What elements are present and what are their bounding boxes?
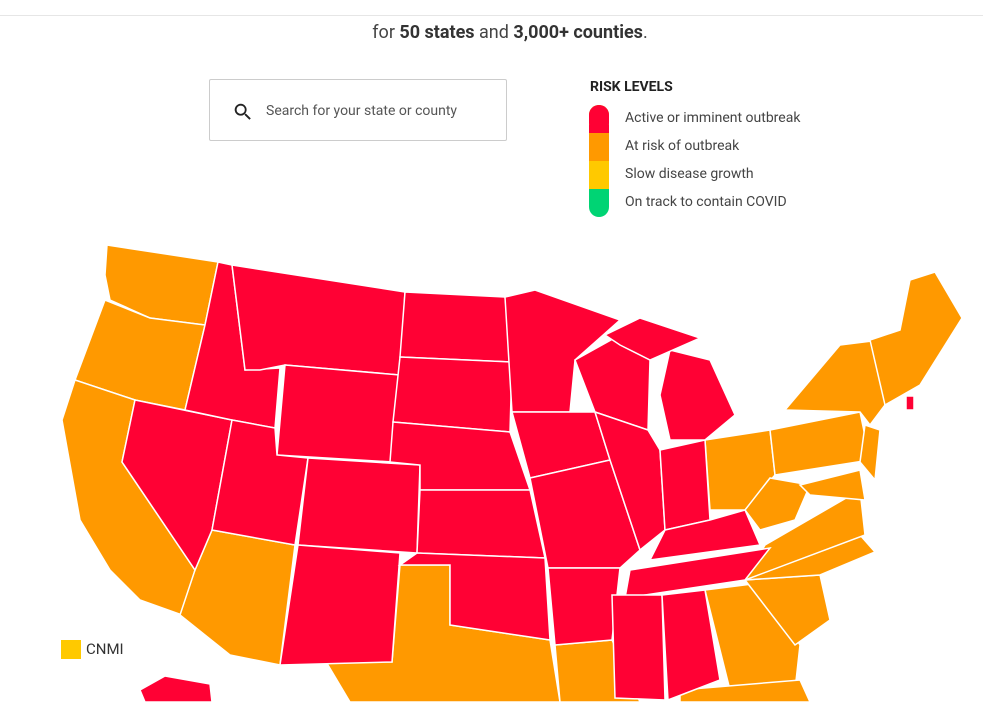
state[interactable] bbox=[905, 395, 915, 411]
intro-states: 50 states bbox=[399, 22, 475, 43]
legend-bar bbox=[589, 105, 609, 217]
state[interactable] bbox=[603, 317, 703, 361]
state[interactable] bbox=[659, 349, 736, 441]
state[interactable] bbox=[416, 489, 546, 559]
intro-prefix: for bbox=[372, 22, 395, 43]
state[interactable] bbox=[661, 589, 721, 702]
orange-states bbox=[61, 244, 963, 702]
cnmi-label[interactable]: CNMI bbox=[86, 640, 124, 658]
cnmi-swatch[interactable] bbox=[61, 640, 81, 659]
intro-and: and bbox=[479, 22, 509, 43]
search-icon bbox=[234, 103, 251, 120]
state[interactable] bbox=[276, 364, 401, 463]
legend-red-fill bbox=[589, 125, 609, 133]
state[interactable] bbox=[859, 424, 881, 482]
state[interactable] bbox=[297, 457, 421, 554]
legend-item: On track to contain COVID bbox=[625, 194, 787, 210]
legend-item: Active or imminent outbreak bbox=[625, 110, 801, 126]
red-states bbox=[121, 261, 915, 702]
state[interactable] bbox=[392, 356, 513, 433]
state[interactable] bbox=[744, 477, 812, 531]
search-box[interactable]: Search for your state or county bbox=[209, 79, 507, 141]
state[interactable] bbox=[611, 594, 666, 701]
intro-text: for 50 states and 3,000+ counties. bbox=[0, 22, 983, 43]
intro-counties: 3,000+ counties bbox=[513, 22, 643, 43]
state[interactable] bbox=[798, 469, 866, 501]
state[interactable] bbox=[279, 544, 401, 666]
state[interactable] bbox=[648, 509, 762, 561]
state[interactable] bbox=[624, 546, 772, 599]
legend-yellow-fill bbox=[589, 161, 609, 189]
legend-orange-fill bbox=[589, 133, 609, 161]
top-bar bbox=[0, 0, 983, 16]
legend-item: Slow disease growth bbox=[625, 166, 754, 182]
state[interactable] bbox=[529, 459, 641, 569]
state[interactable] bbox=[397, 552, 551, 641]
state[interactable] bbox=[231, 264, 406, 376]
state[interactable] bbox=[869, 271, 963, 407]
state[interactable] bbox=[139, 675, 213, 702]
state[interactable] bbox=[769, 411, 871, 476]
intro-suffix: . bbox=[642, 22, 648, 43]
search-placeholder: Search for your state or county bbox=[266, 103, 458, 119]
state[interactable] bbox=[679, 679, 811, 702]
legend-title: RISK LEVELS bbox=[590, 79, 673, 95]
state[interactable] bbox=[547, 567, 621, 646]
legend-item: At risk of outbreak bbox=[625, 138, 740, 154]
state[interactable] bbox=[783, 339, 886, 427]
us-map bbox=[61, 244, 963, 702]
state[interactable] bbox=[399, 291, 513, 363]
state[interactable] bbox=[659, 439, 711, 531]
